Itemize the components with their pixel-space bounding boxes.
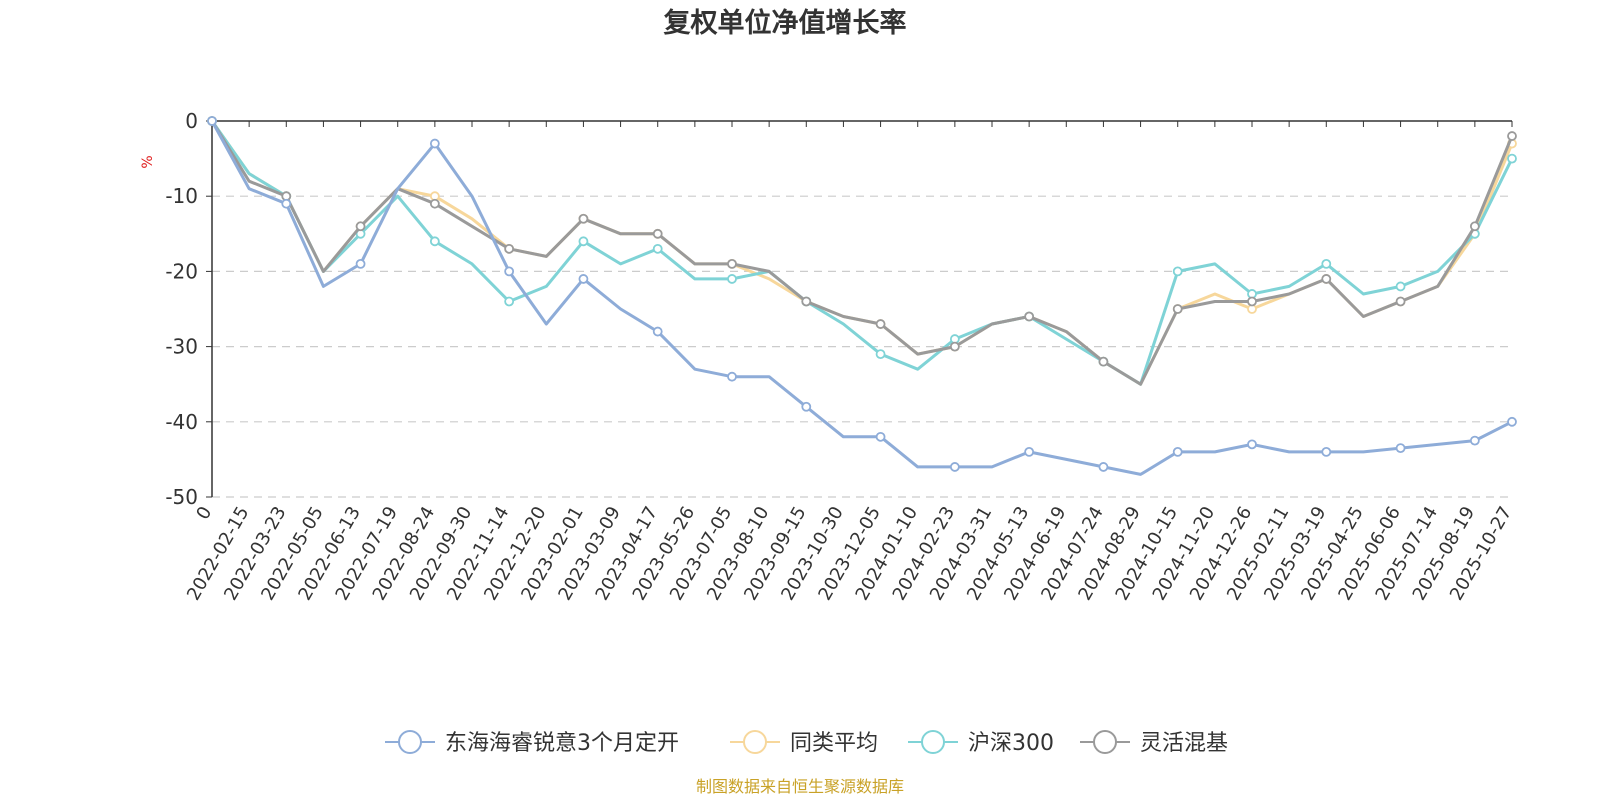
data-point — [578, 213, 589, 224]
series-line — [210, 119, 1514, 476]
data-point — [801, 401, 812, 412]
y-axis-unit: % — [140, 155, 156, 168]
data-point — [578, 274, 589, 284]
data-point — [504, 296, 515, 307]
data-point — [1507, 131, 1517, 141]
data-point — [652, 243, 663, 254]
legend-label: 灵活混基 — [1140, 731, 1228, 756]
data-source-note: 制图数据来自恒生聚源数据库 — [696, 777, 904, 796]
y-tick-label: -50 — [165, 485, 198, 509]
series-group — [207, 116, 1517, 476]
data-point — [1469, 435, 1480, 446]
series-hs300 — [207, 116, 1517, 386]
legend-item-flex[interactable]: 灵活混基 — [1080, 730, 1228, 756]
data-point — [207, 116, 217, 126]
data-point — [875, 349, 886, 360]
y-tick-label: -10 — [165, 184, 198, 208]
data-point — [504, 266, 515, 277]
legend-item-peer[interactable]: 同类平均 — [730, 730, 878, 756]
series-line — [210, 119, 1514, 386]
y-tick-label: -30 — [165, 335, 198, 359]
legend-label: 沪深300 — [968, 731, 1054, 756]
legend-marker-icon — [398, 730, 422, 754]
series-flex — [207, 116, 1517, 386]
data-point — [727, 274, 737, 284]
data-point — [1024, 311, 1035, 322]
series-fund — [207, 116, 1517, 476]
data-point — [1395, 281, 1406, 292]
data-point — [1172, 266, 1183, 277]
data-point — [1507, 416, 1517, 427]
data-point — [1024, 446, 1035, 457]
data-point — [429, 138, 440, 149]
data-point — [652, 326, 663, 337]
data-point — [727, 258, 737, 269]
data-point — [1098, 462, 1109, 472]
axes — [211, 120, 1512, 497]
legend-marker-icon — [1093, 730, 1117, 754]
series-peer — [207, 116, 1517, 386]
y-tick-label: -20 — [165, 259, 198, 283]
data-point — [504, 243, 515, 254]
data-point — [1247, 296, 1257, 307]
data-point — [578, 236, 589, 247]
data-point — [1395, 443, 1406, 454]
legend: 东海海睿锐意3个月定开 同类平均 沪深300 灵活混基 — [385, 730, 1228, 756]
data-point — [1395, 296, 1406, 307]
data-point — [355, 221, 366, 232]
data-point — [949, 341, 960, 352]
data-point — [1321, 258, 1332, 269]
data-point — [1172, 304, 1183, 314]
data-point — [281, 198, 292, 209]
data-point — [1321, 274, 1332, 284]
data-point — [949, 462, 960, 472]
legend-label: 东海海睿锐意3个月定开 — [445, 731, 679, 756]
series-line — [210, 119, 1514, 386]
data-point — [1507, 153, 1517, 164]
data-point — [1321, 446, 1332, 457]
x-axis-ticks: 02022-02-152022-03-232022-05-052022-06-1… — [183, 121, 1516, 604]
data-point — [1469, 221, 1480, 232]
x-tick-label: 0 — [192, 503, 216, 523]
legend-item-fund[interactable]: 东海海睿锐意3个月定开 — [385, 730, 679, 756]
data-point — [875, 319, 886, 329]
legend-marker-icon — [921, 730, 945, 754]
chart-title: 复权单位净值增长率 — [664, 7, 907, 39]
y-axis-ticks: 0 -10 -20 -30 -40 -50 — [165, 109, 212, 509]
data-point — [652, 228, 663, 239]
data-point — [1172, 446, 1183, 457]
legend-item-hs300[interactable]: 沪深300 — [908, 730, 1054, 756]
data-point — [1247, 439, 1257, 450]
legend-label: 同类平均 — [790, 731, 878, 756]
data-point — [355, 258, 366, 269]
data-point — [801, 296, 812, 307]
data-point — [875, 431, 886, 442]
y-tick-label: -40 — [165, 410, 198, 434]
data-point — [727, 371, 737, 382]
data-point — [1098, 356, 1109, 367]
legend-marker-icon — [743, 730, 767, 754]
series-line — [210, 119, 1514, 386]
gridlines — [212, 195, 1512, 498]
y-tick-label: 0 — [185, 109, 198, 133]
data-point — [429, 198, 440, 209]
data-point — [429, 236, 440, 247]
